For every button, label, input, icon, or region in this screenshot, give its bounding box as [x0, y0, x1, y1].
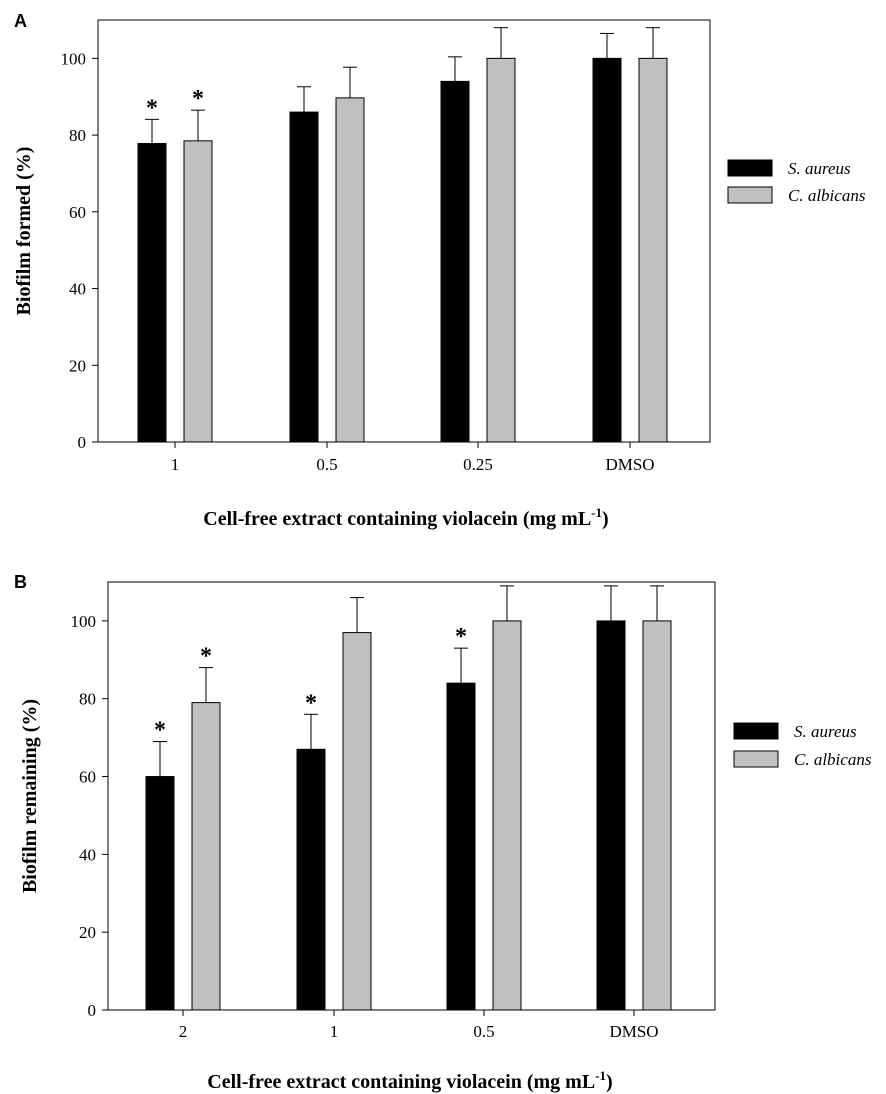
y-tick-label: 60 — [69, 203, 86, 222]
bar — [486, 57, 516, 443]
bar — [592, 57, 622, 443]
significance-star: * — [200, 644, 212, 670]
significance-star: * — [455, 624, 467, 650]
y-tick-label: 80 — [79, 690, 96, 709]
significance-star: * — [305, 690, 317, 716]
y-tick-label: 100 — [71, 612, 97, 631]
y-tick-label: 20 — [69, 356, 86, 375]
bar — [596, 620, 626, 1011]
y-tick-label: 20 — [79, 923, 96, 942]
y-tick-label: 40 — [79, 845, 96, 864]
bar — [183, 140, 213, 443]
x-axis-title: Cell-free extract containing violacein (… — [203, 505, 608, 530]
y-tick-label: 60 — [79, 768, 96, 787]
x-tick-label: 0.25 — [463, 455, 493, 474]
x-tick-label: 0.5 — [473, 1022, 494, 1041]
legend-swatch-s-aureus — [733, 722, 779, 740]
bar — [342, 632, 372, 1011]
y-axis-title: Biofilm remaining (%) — [19, 699, 41, 893]
x-tick-label: 2 — [179, 1022, 188, 1041]
significance-star: * — [146, 95, 158, 121]
chart-panel-a: A Biofilm formed (%) Cell-free extract c… — [13, 11, 866, 530]
bar — [145, 776, 175, 1011]
legend-label-s-aureus: S. aureus — [788, 159, 851, 178]
x-tick-label: DMSO — [605, 455, 654, 474]
significance-star: * — [192, 86, 204, 112]
y-tick-label: 80 — [69, 126, 86, 145]
panel-label: A — [14, 11, 27, 31]
legend-swatch-c-albicans — [727, 186, 773, 204]
x-axis-title: Cell-free extract containing violacein (… — [207, 1068, 612, 1093]
x-tick-label: 0.5 — [316, 455, 337, 474]
bar — [638, 57, 668, 443]
bar — [289, 111, 319, 443]
significance-star: * — [154, 718, 166, 744]
panel-label: B — [14, 572, 27, 592]
chart-panel-b: B Biofilm remaining (%) Cell-free extrac… — [14, 572, 872, 1093]
y-tick-label: 40 — [69, 280, 86, 299]
y-tick-label: 0 — [88, 1001, 97, 1020]
bar — [296, 748, 326, 1011]
x-tick-label: 1 — [330, 1022, 339, 1041]
legend-swatch-s-aureus — [727, 159, 773, 177]
y-axis-title: Biofilm formed (%) — [13, 147, 35, 316]
legend-label-c-albicans: C. albicans — [794, 750, 872, 769]
y-tick-label: 0 — [78, 433, 87, 452]
bar — [642, 620, 672, 1011]
bar — [440, 80, 470, 443]
bar — [446, 682, 476, 1011]
y-tick-label: 100 — [61, 49, 87, 68]
bar — [335, 97, 365, 443]
x-tick-label: DMSO — [609, 1022, 658, 1041]
plot-frame — [107, 581, 716, 1011]
bar — [137, 143, 167, 443]
plot-frame — [97, 19, 711, 443]
bar — [191, 702, 221, 1011]
bar — [492, 620, 522, 1011]
legend-swatch-c-albicans — [733, 750, 779, 768]
x-tick-label: 1 — [171, 455, 180, 474]
legend-label-s-aureus: S. aureus — [794, 722, 857, 741]
legend-label-c-albicans: C. albicans — [788, 186, 866, 205]
